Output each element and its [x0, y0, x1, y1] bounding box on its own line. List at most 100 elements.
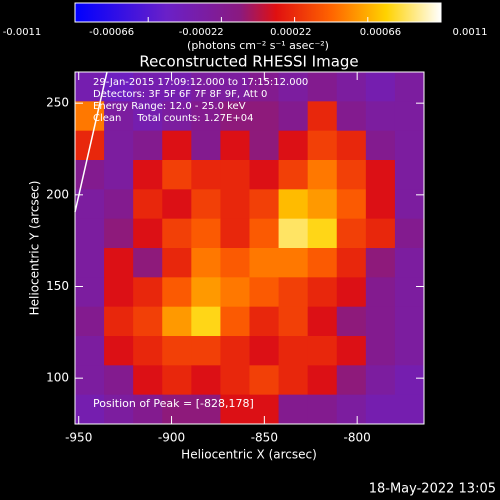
heatmap-cell	[191, 72, 221, 102]
heatmap-cell	[104, 160, 134, 190]
heatmap-cell	[133, 336, 163, 366]
annotation: 29-Jan-2015 17:09:12.000 to 17:15:12.000	[93, 77, 308, 88]
heatmap-cell	[104, 130, 134, 161]
heatmap-cell	[162, 160, 192, 190]
heatmap-cell	[336, 306, 367, 337]
heatmap-cell	[191, 306, 221, 337]
heatmap-cell	[133, 189, 163, 220]
y-axis-label: Heliocentric Y (arcsec)	[28, 181, 42, 316]
heatmap-cell	[133, 248, 163, 278]
heatmap-cell	[365, 394, 396, 424]
heatmap-cell	[394, 72, 424, 102]
heatmap-cell	[394, 189, 424, 220]
heatmap-cell	[307, 306, 338, 337]
heatmap-cell	[394, 248, 424, 278]
heatmap	[75, 72, 424, 424]
colorbar-tick-label: -0.0011	[3, 27, 42, 38]
heatmap-cell	[278, 394, 309, 424]
heatmap-cell	[75, 189, 105, 220]
heatmap-cell	[162, 248, 192, 278]
heatmap-cell	[365, 277, 396, 308]
heatmap-cell	[394, 160, 424, 190]
heatmap-cell	[278, 336, 309, 366]
heatmap-cell	[249, 336, 280, 366]
heatmap-cell	[307, 365, 338, 396]
annotations: 29-Jan-2015 17:09:12.000 to 17:15:12.000…	[93, 77, 308, 124]
heatmap-cell	[365, 189, 396, 220]
heatmap-cell	[307, 277, 338, 308]
heatmap-cell	[104, 189, 134, 220]
heatmap-cell	[307, 189, 338, 220]
heatmap-cell	[191, 248, 221, 278]
heatmap-cell	[336, 189, 367, 220]
y-tick-label: 100	[46, 371, 69, 385]
heatmap-cell	[162, 394, 192, 424]
heatmap-cell	[365, 248, 396, 278]
y-tick-label: 150	[46, 279, 69, 293]
heatmap-cell	[394, 394, 424, 424]
heatmap-cell	[307, 248, 338, 278]
heatmap-cell	[162, 72, 192, 102]
heatmap-cell	[191, 101, 221, 132]
heatmap-cell	[365, 72, 396, 102]
heatmap-cell	[133, 306, 163, 337]
heatmap-cell	[336, 277, 367, 308]
heatmap-cell	[220, 248, 250, 278]
heatmap-cell	[220, 365, 250, 396]
heatmap-cell	[75, 306, 105, 337]
x-tick-label: -900	[158, 431, 185, 445]
colorbar-label: (photons cm⁻² s⁻¹ asec⁻²)	[187, 39, 329, 52]
heatmap-cell	[75, 218, 105, 249]
heatmap-cell	[278, 218, 309, 249]
heatmap-cell	[249, 130, 280, 161]
limb-line	[74, 71, 108, 213]
plot-frame	[74, 71, 425, 425]
heatmap-cell	[220, 394, 250, 424]
heatmap-cell	[104, 365, 134, 396]
heatmap-cell	[75, 365, 105, 396]
heatmap-cell	[133, 72, 163, 102]
annotation: Clean Total counts: 1.27E+04	[93, 113, 253, 124]
heatmap-cell	[278, 306, 309, 337]
heatmap-cell	[278, 101, 309, 132]
heatmap-cell	[336, 101, 367, 132]
heatmap-cell	[336, 218, 367, 249]
heatmap-cell	[249, 306, 280, 337]
heatmap-cell	[133, 394, 163, 424]
heatmap-cell	[336, 394, 367, 424]
heatmap-cell	[133, 130, 163, 161]
heatmap-cell	[336, 72, 367, 102]
colorbar-tick-label: 0.0011	[453, 27, 488, 38]
peak-label: Position of Peak = [-828,178]	[93, 397, 254, 410]
heatmap-cell	[394, 365, 424, 396]
heatmap-cell	[336, 130, 367, 161]
colorbar-tick-label: 0.00022	[270, 27, 311, 38]
heatmap-cell	[162, 218, 192, 249]
heatmap-cell	[133, 160, 163, 190]
heatmap-cell	[365, 218, 396, 249]
colorbar-tick-label: -0.00022	[179, 27, 224, 38]
heatmap-cell	[307, 394, 338, 424]
heatmap-cell	[133, 277, 163, 308]
heatmap-cell	[307, 160, 338, 190]
heatmap-cell	[278, 248, 309, 278]
y-tick-label: 200	[46, 187, 69, 201]
heatmap-cell	[104, 277, 134, 308]
heatmap-cell	[104, 306, 134, 337]
heatmap-cell	[365, 365, 396, 396]
heatmap-cell	[307, 72, 338, 102]
heatmap-cell	[133, 218, 163, 249]
heatmap-cell	[75, 160, 105, 190]
heatmap-cell	[336, 160, 367, 190]
heatmap-cell	[191, 394, 221, 424]
chart-title: Reconstructed RHESSI Image	[139, 53, 358, 71]
heatmap-cell	[162, 130, 192, 161]
y-tick-label: 250	[46, 96, 69, 110]
heatmap-cell	[278, 72, 309, 102]
heatmap-cell	[162, 277, 192, 308]
timestamp: 18-May-2022 13:05	[369, 482, 496, 497]
heatmap-cell	[162, 306, 192, 337]
heatmap-cell	[249, 365, 280, 396]
heatmap-cell	[75, 277, 105, 308]
heatmap-cell	[104, 101, 134, 132]
